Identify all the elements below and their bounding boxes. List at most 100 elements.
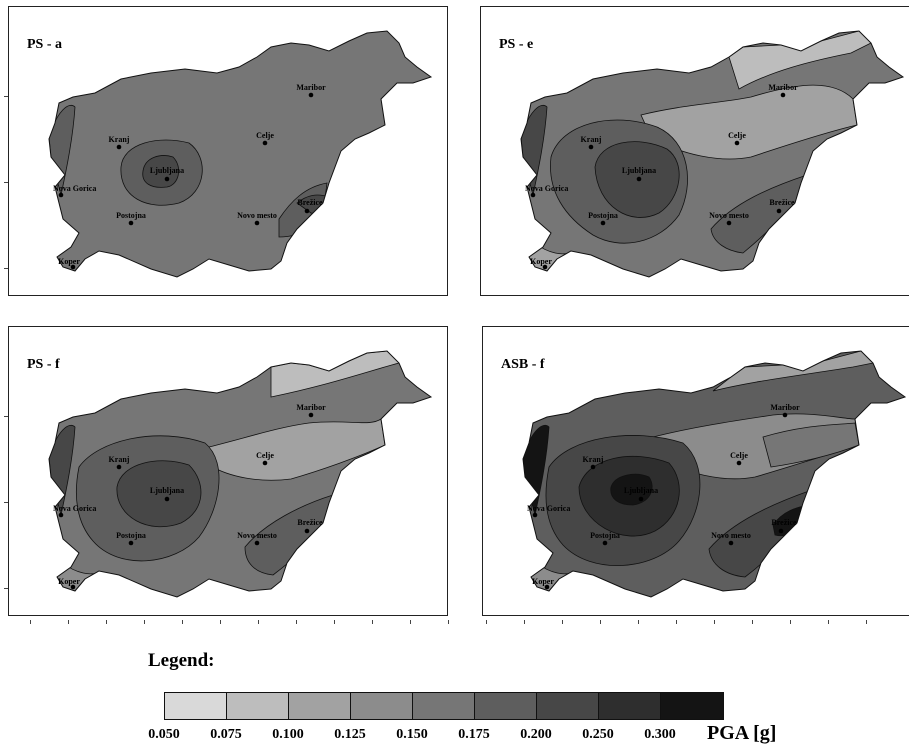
city-label: Novo mesto: [711, 531, 751, 540]
slovenia-pga-map: Maribor Celje Kranj Ljubljana Nova Gorica Pos…: [48, 350, 433, 598]
city-marker: [128, 540, 134, 546]
city-label: Brežice: [297, 518, 323, 527]
legend-swatch: [475, 693, 537, 719]
city-label: Nova Gorica: [525, 184, 568, 193]
city-label: Koper: [58, 577, 80, 586]
city-label: Postojna: [588, 211, 618, 220]
city-label: Ljubljana: [150, 486, 184, 495]
map-panel-ps-f: Maribor Celje Kranj Ljubljana Nova Gorica Pos…: [8, 326, 448, 616]
frame-tick: [182, 620, 183, 624]
legend-tick-label: 0.250: [582, 727, 614, 742]
frame-tick: [4, 182, 8, 183]
legend-tick-label: 0.150: [396, 727, 428, 742]
city-marker: [600, 220, 606, 226]
city-marker: [304, 528, 310, 534]
city-label: Maribor: [296, 403, 326, 412]
city-marker: [542, 264, 548, 270]
legend-swatch: [165, 693, 227, 719]
legend-tick-label: 0.100: [272, 727, 304, 742]
city-label: Brežice: [769, 198, 795, 207]
frame-tick: [448, 620, 449, 624]
city-marker: [530, 192, 536, 198]
city-marker: [116, 464, 122, 470]
frame-tick: [372, 620, 373, 624]
panel-title: PS - e: [499, 37, 534, 52]
pga-contour-zone: [142, 155, 180, 188]
city-label: Koper: [530, 257, 552, 266]
city-marker: [262, 460, 268, 466]
city-label: Celje: [728, 131, 746, 140]
slovenia-pga-map: Maribor Celje Kranj Ljubljana Nova Gorica Pos…: [522, 350, 907, 598]
frame-tick: [144, 620, 145, 624]
pga-zone: [49, 31, 431, 277]
legend-swatch: [227, 693, 289, 719]
city-marker: [304, 208, 310, 214]
frame-tick: [600, 620, 601, 624]
frame-tick: [106, 620, 107, 624]
legend-tick-label: 0.125: [334, 727, 366, 742]
city-marker: [780, 92, 786, 98]
frame-tick: [562, 620, 563, 624]
country-border: [48, 350, 433, 598]
frame-tick: [4, 502, 8, 503]
legend-tick-label: 0.200: [520, 727, 552, 742]
legend-color-bar: [164, 692, 724, 720]
legend-tick-label: 0.075: [210, 727, 242, 742]
panel-title: PS - f: [27, 357, 60, 372]
city-marker: [262, 140, 268, 146]
frame-tick: [790, 620, 791, 624]
frame-tick: [866, 620, 867, 624]
city-marker: [164, 176, 170, 182]
city-marker: [254, 540, 260, 546]
city-marker: [70, 584, 76, 590]
city-marker: [70, 264, 76, 270]
frame-tick: [752, 620, 753, 624]
city-label: Maribor: [770, 403, 800, 412]
city-marker: [782, 412, 788, 418]
legend-swatch: [289, 693, 351, 719]
city-marker: [636, 176, 642, 182]
city-marker: [254, 220, 260, 226]
frame-tick: [4, 268, 8, 269]
frame-tick: [68, 620, 69, 624]
pga-contour-zone: [116, 460, 202, 528]
legend-swatch: [537, 693, 599, 719]
frame-tick: [828, 620, 829, 624]
legend-swatch: [661, 693, 723, 719]
city-label: Postojna: [116, 211, 146, 220]
city-label: Celje: [256, 451, 274, 460]
frame-tick: [220, 620, 221, 624]
city-marker: [638, 496, 644, 502]
city-label: Kranj: [109, 135, 130, 144]
country-border: [520, 30, 905, 278]
city-marker: [128, 220, 134, 226]
city-label: Maribor: [296, 83, 326, 92]
city-label: Novo mesto: [709, 211, 749, 220]
city-marker: [588, 144, 594, 150]
city-marker: [736, 460, 742, 466]
frame-tick: [714, 620, 715, 624]
city-marker: [164, 496, 170, 502]
legend-unit-label: PGA [g]: [707, 722, 777, 744]
city-label: Postojna: [116, 531, 146, 540]
city-marker: [728, 540, 734, 546]
city-marker: [308, 92, 314, 98]
city-marker: [776, 208, 782, 214]
frame-tick: [258, 620, 259, 624]
city-label: Kranj: [583, 455, 604, 464]
legend-tick-label: 0.300: [644, 727, 676, 742]
frame-tick: [296, 620, 297, 624]
city-label: Postojna: [590, 531, 620, 540]
city-label: Nova Gorica: [53, 184, 96, 193]
frame-tick: [410, 620, 411, 624]
legend-title: Legend:: [148, 650, 215, 671]
city-label: Nova Gorica: [53, 504, 96, 513]
city-label: Celje: [730, 451, 748, 460]
legend-swatch: [599, 693, 661, 719]
frame-tick: [676, 620, 677, 624]
frame-tick: [524, 620, 525, 624]
country-border: [522, 350, 907, 598]
legend-swatch: [351, 693, 413, 719]
legend-tick-label: 0.175: [458, 727, 490, 742]
city-marker: [116, 144, 122, 150]
